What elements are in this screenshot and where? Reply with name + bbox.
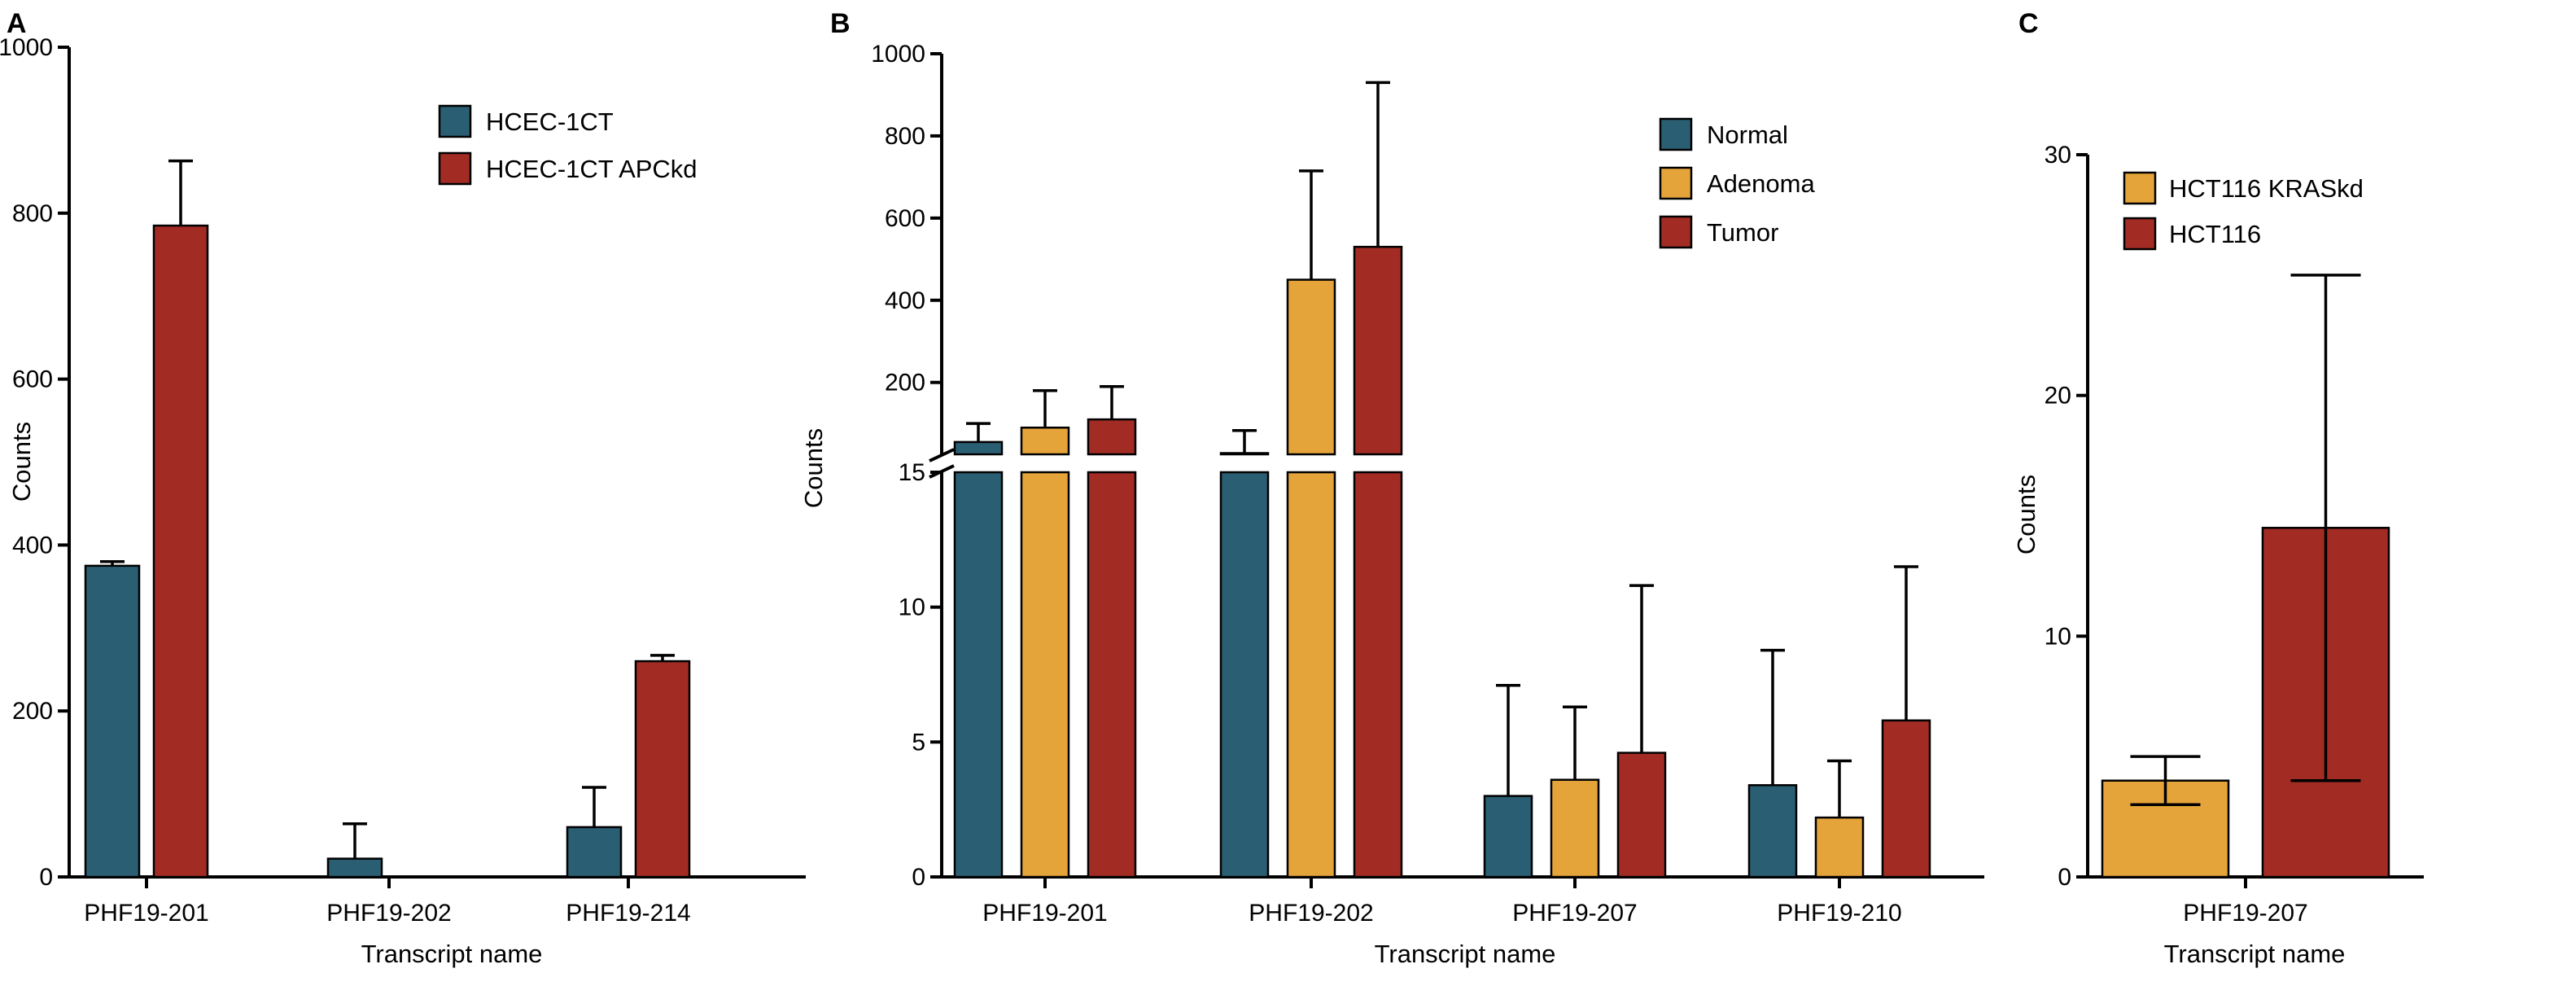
panel-a-categories: PHF19-201 PHF19-202 PHF19-214 — [84, 877, 691, 927]
y-tick-label: 0 — [912, 864, 925, 891]
bar-normal-phf19-207 — [1483, 795, 1533, 879]
panel-a-legend: HCEC-1CT HCEC-1CT APCkd — [438, 104, 698, 186]
bar-normal-phf19-201 — [953, 471, 1004, 879]
panel-a-letter: A — [7, 8, 27, 39]
bar-tumor-phf19-201-upper — [1087, 418, 1137, 456]
bar-hcec-1ct-apckd-phf19-214 — [634, 660, 691, 879]
panel-b-letter: B — [830, 8, 851, 39]
panel-c: C 0 10 20 30 PHF19-207 Counts Transcript na… — [2012, 8, 2424, 968]
bar-tumor-phf19-207 — [1616, 752, 1667, 879]
panel-c-y-title: Counts — [2012, 475, 2040, 554]
panel-b-categories: PHF19-201 PHF19-202 PHF19-207 PHF19-210 — [982, 877, 1902, 927]
legend-label-tumor: Tumor — [1707, 218, 1778, 247]
panel-a-y-title: Counts — [7, 422, 36, 502]
bar-tumor-phf19-202-upper — [1353, 245, 1403, 456]
legend-label-hcec-1ct-apckd: HCEC-1CT APCkd — [486, 155, 698, 183]
panel-c-y-ticks: 0 10 20 30 — [2045, 142, 2088, 891]
y-tick-label: 0 — [39, 864, 53, 891]
bar-normal-phf19-201-upper — [953, 440, 1004, 456]
category-label: PHF19-201 — [982, 900, 1107, 927]
legend-swatch-hcec-1ct — [438, 104, 472, 138]
bar-normal-phf19-202-upper — [1219, 452, 1270, 456]
y-tick-label: 400 — [12, 532, 53, 559]
category-label: PHF19-207 — [1512, 900, 1637, 927]
y-tick-label: 10 — [2045, 623, 2071, 650]
category-label: PHF19-202 — [1249, 900, 1373, 927]
y-tick-label: 400 — [885, 287, 925, 314]
y-tick-label: 10 — [899, 594, 925, 621]
panel-b-x-title: Transcript name — [1375, 940, 1556, 968]
bar-hcec-1ct-apckd-phf19-201 — [152, 224, 209, 879]
panel-b-y-title: Counts — [799, 428, 828, 508]
bar-hcec-1ct-phf19-202 — [326, 857, 383, 879]
legend-swatch-hct116-krasd — [2123, 171, 2157, 205]
y-tick-label: 15 — [899, 459, 925, 486]
panel-a-y-ticks: 0 200 400 600 800 1000 — [0, 34, 69, 891]
y-tick-label: 20 — [2045, 383, 2071, 410]
y-tick-label: 0 — [2058, 864, 2071, 891]
legend-swatch-adenoma — [1659, 166, 1693, 200]
y-tick-label: 600 — [12, 366, 53, 393]
y-tick-label: 600 — [885, 205, 925, 232]
bar-adenoma-phf19-202 — [1286, 471, 1336, 879]
bar-tumor-phf19-202 — [1353, 471, 1403, 879]
y-tick-label: 800 — [885, 123, 925, 150]
bar-hcec-1ct-phf19-201 — [84, 564, 141, 879]
panel-c-x-title: Transcript name — [2164, 940, 2346, 968]
y-tick-label: 5 — [912, 729, 925, 756]
category-label: PHF19-207 — [2183, 900, 2307, 927]
legend-swatch-normal — [1659, 117, 1693, 151]
bar-tumor-phf19-201 — [1087, 471, 1137, 879]
panel-b-y-ticks: 200 400 600 800 1000 0 5 10 15 — [871, 41, 942, 891]
bar-normal-phf19-210 — [1747, 784, 1798, 879]
legend-label-hct116: HCT116 — [2169, 220, 2261, 248]
legend-label-adenoma: Adenoma — [1707, 169, 1815, 198]
y-tick-label: 800 — [12, 200, 53, 227]
panel-b-bars — [953, 81, 1931, 879]
bar-adenoma-phf19-210 — [1814, 816, 1865, 879]
panel-c-legend: HCT116 KRASkd HCT116 — [2123, 171, 2364, 251]
panel-c-categories: PHF19-207 — [2183, 877, 2308, 927]
category-label: PHF19-201 — [84, 900, 208, 927]
y-tick-label: 200 — [12, 698, 53, 725]
legend-label-normal: Normal — [1707, 121, 1788, 149]
category-label: PHF19-210 — [1777, 900, 1901, 927]
bar-adenoma-phf19-202-upper — [1286, 278, 1336, 456]
panel-a-bars — [84, 159, 691, 879]
legend-swatch-hcec-1ct-apckd — [438, 151, 472, 186]
legend-label-hct116-kraskd: HCT116 KRASkd — [2169, 174, 2364, 203]
category-label: PHF19-214 — [566, 900, 690, 927]
panel-b-legend: Normal Adenoma Tumor — [1659, 117, 1815, 249]
legend-label-hcec-1ct: HCEC-1CT — [486, 107, 614, 136]
bar-hcec-1ct-phf19-214 — [566, 826, 623, 879]
category-label: PHF19-202 — [326, 900, 451, 927]
y-tick-label: 1000 — [0, 34, 53, 61]
panel-c-letter: C — [2018, 8, 2039, 39]
y-tick-label: 30 — [2045, 142, 2071, 169]
panel-c-bars — [2101, 274, 2390, 879]
bar-adenoma-phf19-207 — [1550, 778, 1600, 879]
legend-swatch-hct116 — [2123, 217, 2157, 251]
bar-tumor-phf19-210 — [1881, 719, 1931, 879]
legend-swatch-tumor — [1659, 215, 1693, 249]
bar-adenoma-phf19-201 — [1020, 471, 1070, 879]
panel-a-x-title: Transcript name — [361, 940, 543, 968]
y-tick-label: 200 — [885, 370, 925, 397]
bar-normal-phf19-202 — [1219, 471, 1270, 879]
bar-adenoma-phf19-201-upper — [1020, 426, 1070, 456]
y-tick-label: 1000 — [871, 41, 925, 68]
